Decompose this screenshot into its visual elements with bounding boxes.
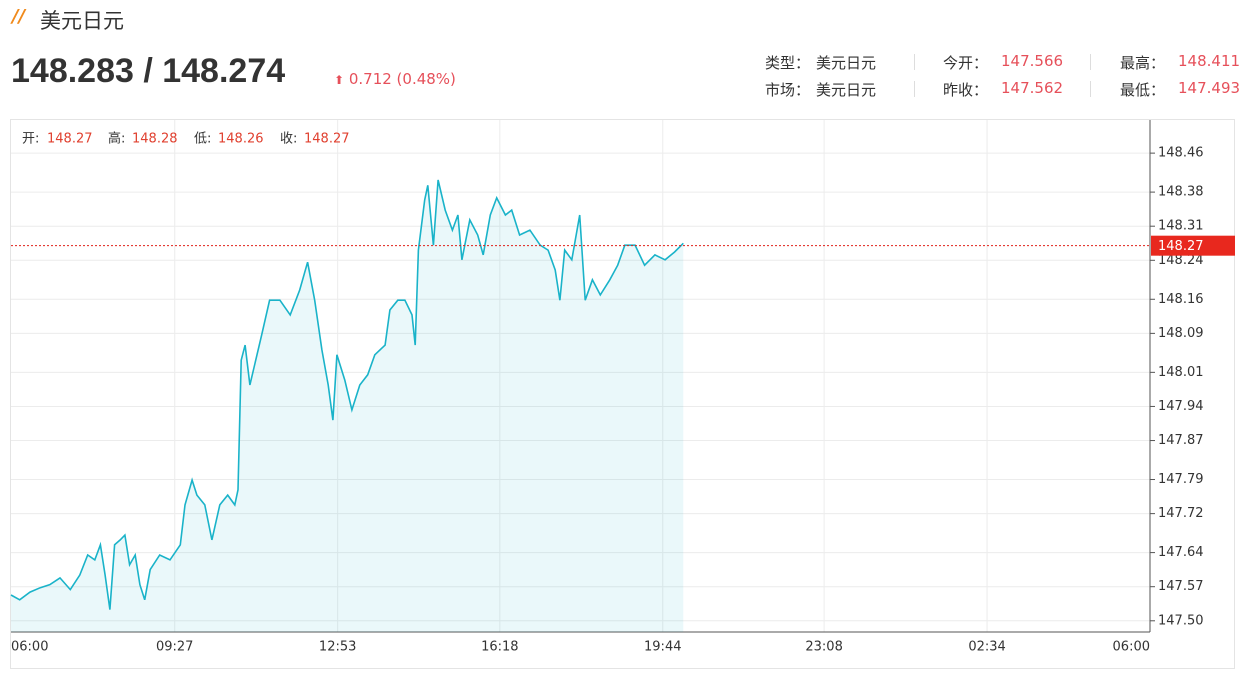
x-tick-label: 16:18 xyxy=(481,640,518,655)
info-value: 美元日元 xyxy=(816,54,877,72)
ohlc-label: 低: xyxy=(194,132,211,147)
y-tick-label: 148.38 xyxy=(1158,185,1204,200)
x-tick-label: 06:00 xyxy=(11,640,48,655)
x-tick-label: 23:08 xyxy=(805,640,842,655)
y-tick-label: 147.72 xyxy=(1158,506,1204,521)
ohlc-label: 开: xyxy=(22,132,39,147)
info-value: 147.562 xyxy=(1001,79,1064,97)
info-label: 类型： xyxy=(765,54,811,72)
separator xyxy=(1090,54,1091,70)
y-tick-label: 147.87 xyxy=(1158,433,1204,448)
info-label: 最低： xyxy=(1120,81,1166,99)
info-value: 147.566 xyxy=(1001,52,1064,70)
separator xyxy=(914,54,915,70)
last-price-tag xyxy=(1151,235,1235,256)
y-tick-label: 148.09 xyxy=(1158,326,1204,341)
y-tick-label: 147.50 xyxy=(1158,613,1204,628)
x-tick-label: 02:34 xyxy=(968,640,1005,655)
line xyxy=(10,179,684,610)
info-value: 147.493 xyxy=(1178,79,1241,97)
info-label: 最高： xyxy=(1120,54,1166,72)
ohlc-label: 高: xyxy=(108,131,125,147)
y-tick-label: 147.57 xyxy=(1158,579,1204,594)
y-tick-label: 148.24 xyxy=(1158,253,1204,268)
info-label: 昨收： xyxy=(943,81,989,99)
separator xyxy=(914,81,915,97)
last-price-label: 148.27 xyxy=(1158,239,1204,254)
area xyxy=(11,179,684,632)
x-tick-label: 06:00 xyxy=(1113,640,1150,655)
change: ⬆ 0.712 (0.48%) xyxy=(334,70,456,88)
info-label: 市场： xyxy=(765,81,811,99)
x-tick-label: 19:44 xyxy=(644,640,681,655)
info-value: 148.411 xyxy=(1178,52,1241,70)
y-tick-label: 148.01 xyxy=(1158,365,1204,380)
info-label: 今开： xyxy=(943,54,989,72)
title: 美元日元 xyxy=(40,9,124,33)
logo: // xyxy=(12,6,26,27)
ohlc-value: 148.28 xyxy=(132,132,178,147)
y-tick-label: 147.94 xyxy=(1158,399,1204,414)
x-tick-label: 09:27 xyxy=(156,640,193,655)
ohlc-value: 148.27 xyxy=(304,132,350,147)
ohlc-label: 收: xyxy=(280,132,297,147)
y-tick-label: 147.64 xyxy=(1158,545,1204,560)
ohlc-value: 148.27 xyxy=(47,132,93,147)
y-tick-label: 147.79 xyxy=(1158,472,1204,487)
price: 148.283 / 148.274 xyxy=(11,52,286,90)
y-tick-label: 148.46 xyxy=(1158,146,1204,161)
y-tick-label: 148.31 xyxy=(1158,219,1204,234)
change-value: 0.712 (0.48%) xyxy=(348,70,456,88)
separator xyxy=(1090,81,1091,97)
y-tick-label: 148.16 xyxy=(1158,292,1204,307)
x-tick-label: 12:53 xyxy=(319,640,356,655)
chart-frame xyxy=(10,119,1235,669)
info-value: 美元日元 xyxy=(816,81,877,99)
ohlc-value: 148.26 xyxy=(218,132,264,147)
